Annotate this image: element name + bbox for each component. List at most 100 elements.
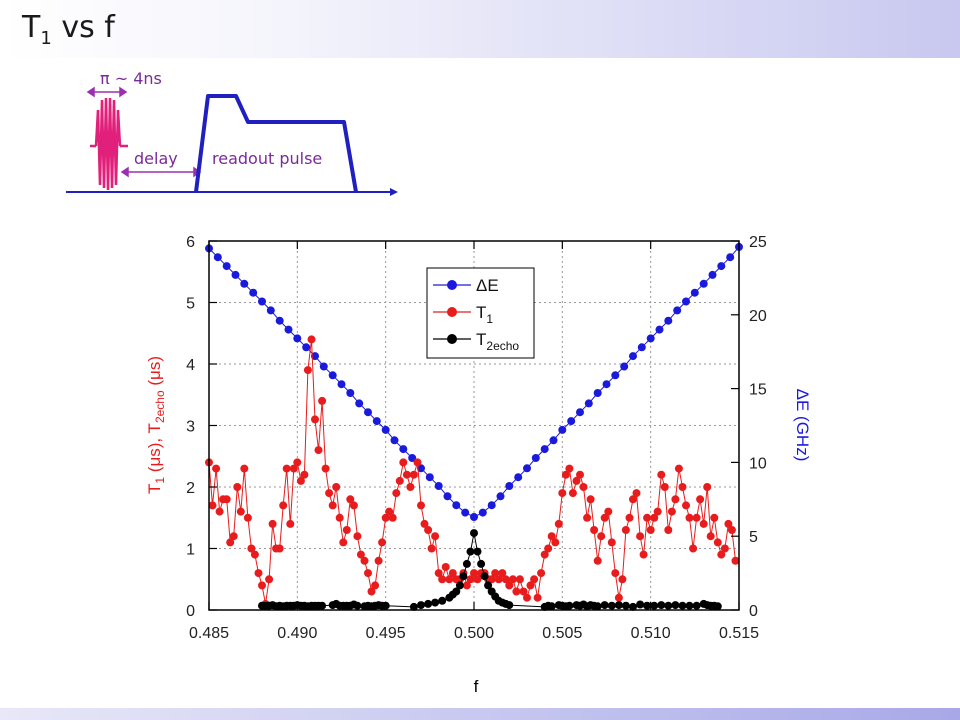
data-point	[473, 575, 482, 584]
data-point	[614, 601, 623, 610]
data-point	[533, 593, 542, 602]
data-point	[611, 371, 620, 380]
data-point	[328, 371, 337, 380]
data-point	[537, 569, 546, 578]
data-point	[282, 464, 291, 473]
data-point	[438, 575, 447, 584]
data-point	[519, 587, 528, 596]
data-point	[381, 513, 390, 522]
data-point	[593, 602, 602, 611]
data-point	[258, 297, 266, 306]
data-point	[621, 601, 630, 610]
data-point	[335, 513, 344, 522]
data-point	[484, 581, 493, 590]
data-point	[540, 445, 549, 454]
y-left-tick-label: 6	[186, 234, 195, 251]
data-point	[229, 532, 238, 541]
data-point	[650, 601, 659, 610]
data-point	[720, 544, 729, 553]
data-point	[342, 526, 351, 534]
x-tick-label: 0.495	[366, 625, 406, 642]
data-point	[417, 464, 425, 473]
data-point	[505, 482, 514, 490]
data-point	[586, 495, 595, 504]
data-point	[487, 575, 496, 584]
data-point	[364, 408, 372, 417]
data-point	[646, 334, 655, 343]
data-point	[424, 526, 433, 534]
data-point	[508, 575, 517, 584]
y-right-tick-label: 10	[749, 455, 767, 472]
data-point	[279, 501, 288, 510]
data-point	[367, 587, 376, 596]
data-point	[629, 495, 637, 504]
y-right-tick-label: 5	[749, 529, 758, 546]
data-point	[240, 279, 249, 288]
data-point	[402, 470, 411, 479]
data-point	[378, 538, 387, 547]
data-point	[250, 550, 259, 559]
data-point	[470, 569, 478, 578]
data-point	[547, 532, 556, 541]
data-point	[240, 464, 249, 473]
data-point	[302, 343, 311, 352]
data-point	[593, 389, 602, 397]
legend-box	[426, 267, 535, 359]
data-point	[296, 476, 305, 485]
data-point	[409, 602, 418, 611]
data-point	[558, 425, 567, 434]
data-point	[318, 601, 327, 610]
data-point	[618, 575, 627, 584]
data-point	[727, 526, 736, 534]
data-point	[243, 513, 252, 522]
data-point	[505, 581, 514, 590]
data-point	[558, 489, 567, 498]
data-point	[434, 569, 443, 578]
legend-label: T1	[476, 303, 493, 326]
series-layer	[205, 242, 743, 611]
series-t2echo	[258, 529, 722, 611]
data-point	[346, 495, 355, 504]
data-point	[478, 508, 487, 517]
data-point	[222, 495, 231, 504]
data-point	[655, 325, 664, 334]
data-point	[726, 253, 735, 262]
data-point	[371, 581, 380, 590]
data-point	[664, 526, 673, 534]
data-point	[233, 483, 242, 491]
data-point	[473, 547, 482, 556]
data-point	[247, 544, 256, 553]
data-point	[494, 575, 503, 584]
data-point	[643, 513, 652, 522]
data-point	[590, 526, 599, 534]
data-point	[406, 483, 415, 491]
data-point	[441, 563, 450, 571]
data-point	[328, 501, 337, 510]
data-point	[657, 601, 666, 610]
data-point	[300, 470, 309, 479]
data-point	[462, 559, 471, 568]
data-point	[692, 601, 701, 610]
data-point	[408, 454, 417, 462]
series--e	[205, 242, 743, 521]
data-point	[602, 380, 611, 389]
data-point	[353, 601, 362, 610]
data-point	[231, 270, 240, 279]
data-point	[731, 556, 740, 565]
data-point	[417, 501, 425, 510]
data-point	[600, 601, 609, 610]
data-point	[318, 396, 327, 405]
data-point	[690, 288, 699, 297]
y-right-tick-label: 25	[749, 234, 767, 251]
data-point	[258, 581, 266, 590]
y-left-tick-label: 2	[186, 480, 195, 497]
data-point	[409, 470, 418, 479]
data-point	[374, 556, 383, 565]
data-point	[325, 489, 334, 498]
data-point	[466, 547, 475, 556]
data-point	[667, 507, 676, 516]
data-point	[487, 501, 496, 510]
data-point	[498, 569, 507, 578]
data-point	[625, 513, 634, 522]
data-point	[572, 476, 581, 485]
